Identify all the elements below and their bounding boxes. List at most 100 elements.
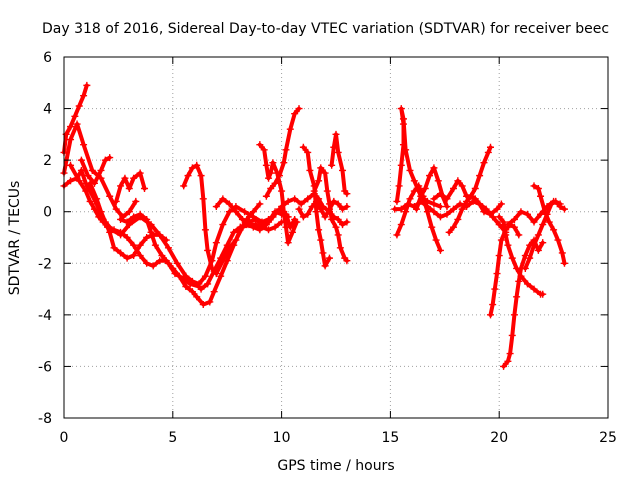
data-point	[188, 164, 196, 172]
data-point	[476, 200, 484, 208]
data-point	[110, 244, 118, 252]
data-point	[295, 105, 303, 113]
data-point	[339, 205, 347, 213]
data-point	[282, 223, 290, 231]
data-point	[428, 223, 436, 231]
data-point	[80, 92, 88, 100]
axis-ticks	[63, 56, 609, 419]
data-point	[397, 105, 405, 113]
series-arc-5	[77, 154, 114, 187]
data-point	[212, 203, 220, 211]
data-point	[197, 172, 205, 180]
data-point	[90, 205, 98, 213]
data-point	[500, 362, 508, 370]
series-arc-13	[262, 105, 303, 200]
y-tick-label: -8	[38, 411, 52, 427]
data-series	[60, 81, 568, 370]
data-point	[325, 254, 333, 262]
data-point	[343, 218, 351, 226]
data-point	[136, 252, 144, 260]
data-point	[304, 148, 312, 156]
data-point	[110, 226, 118, 234]
data-point	[256, 200, 264, 208]
data-point	[278, 203, 286, 211]
data-point	[328, 215, 336, 223]
data-point	[136, 241, 144, 249]
data-point	[321, 262, 329, 270]
data-point	[421, 185, 429, 193]
grid	[64, 57, 608, 418]
y-axis-label: SDTVAR / TECUs	[7, 181, 23, 296]
data-point	[332, 130, 340, 138]
series-line	[329, 132, 349, 196]
data-point	[86, 197, 94, 205]
y-tick-label: -4	[38, 308, 52, 324]
data-point	[173, 259, 181, 267]
data-point	[334, 148, 342, 156]
data-point	[295, 205, 303, 213]
data-point	[271, 223, 279, 231]
series-arc-29	[521, 197, 568, 272]
data-point	[219, 221, 227, 229]
data-point	[204, 280, 212, 288]
series-arc-16	[299, 143, 333, 270]
data-point	[217, 272, 225, 280]
data-point	[332, 223, 340, 231]
chart-title: Day 318 of 2016, Sidereal Day-to-day VTE…	[42, 21, 609, 37]
data-point	[280, 159, 288, 167]
data-point	[267, 185, 275, 193]
data-point	[101, 218, 109, 226]
data-point	[225, 200, 233, 208]
data-point	[417, 192, 425, 200]
data-point	[493, 205, 501, 213]
data-point	[510, 311, 518, 319]
y-tick-labels: -8 -6 -4 -2 0 2 4 6	[38, 50, 52, 427]
data-point	[336, 244, 344, 252]
data-point	[197, 285, 205, 293]
series-line	[264, 106, 301, 199]
data-point	[106, 154, 114, 162]
data-point	[265, 174, 273, 182]
data-point	[117, 182, 125, 190]
data-point	[402, 146, 410, 154]
data-point	[267, 169, 275, 177]
data-point	[502, 226, 510, 234]
series-arc-17	[310, 164, 351, 265]
data-point	[256, 141, 264, 149]
series-arc-19	[393, 105, 444, 211]
data-point	[321, 213, 329, 221]
data-point	[539, 290, 547, 298]
data-point	[510, 215, 518, 223]
data-point	[83, 81, 91, 89]
data-point	[162, 236, 170, 244]
data-point	[275, 172, 283, 180]
data-point	[210, 288, 218, 296]
data-point	[463, 197, 471, 205]
data-point	[508, 331, 516, 339]
plot-frame	[63, 56, 609, 419]
data-point	[395, 182, 403, 190]
data-point	[291, 110, 299, 118]
data-point	[334, 231, 342, 239]
data-point	[343, 257, 351, 265]
data-point	[84, 172, 92, 180]
data-point	[539, 239, 547, 247]
data-point	[521, 264, 529, 272]
data-point	[147, 228, 155, 236]
series-arc-11	[212, 195, 292, 229]
data-point	[219, 195, 227, 203]
data-point	[204, 246, 212, 254]
series-line	[523, 199, 567, 271]
data-point	[312, 208, 320, 216]
data-point	[413, 205, 421, 213]
data-point	[537, 192, 545, 200]
data-point	[217, 254, 225, 262]
data-point	[136, 169, 144, 177]
data-point	[112, 205, 120, 213]
data-point	[530, 182, 538, 190]
series-line	[488, 222, 521, 317]
series-arc-3	[60, 81, 91, 156]
x-tick-label: 10	[273, 430, 291, 446]
data-point	[343, 190, 351, 198]
data-point	[339, 166, 347, 174]
